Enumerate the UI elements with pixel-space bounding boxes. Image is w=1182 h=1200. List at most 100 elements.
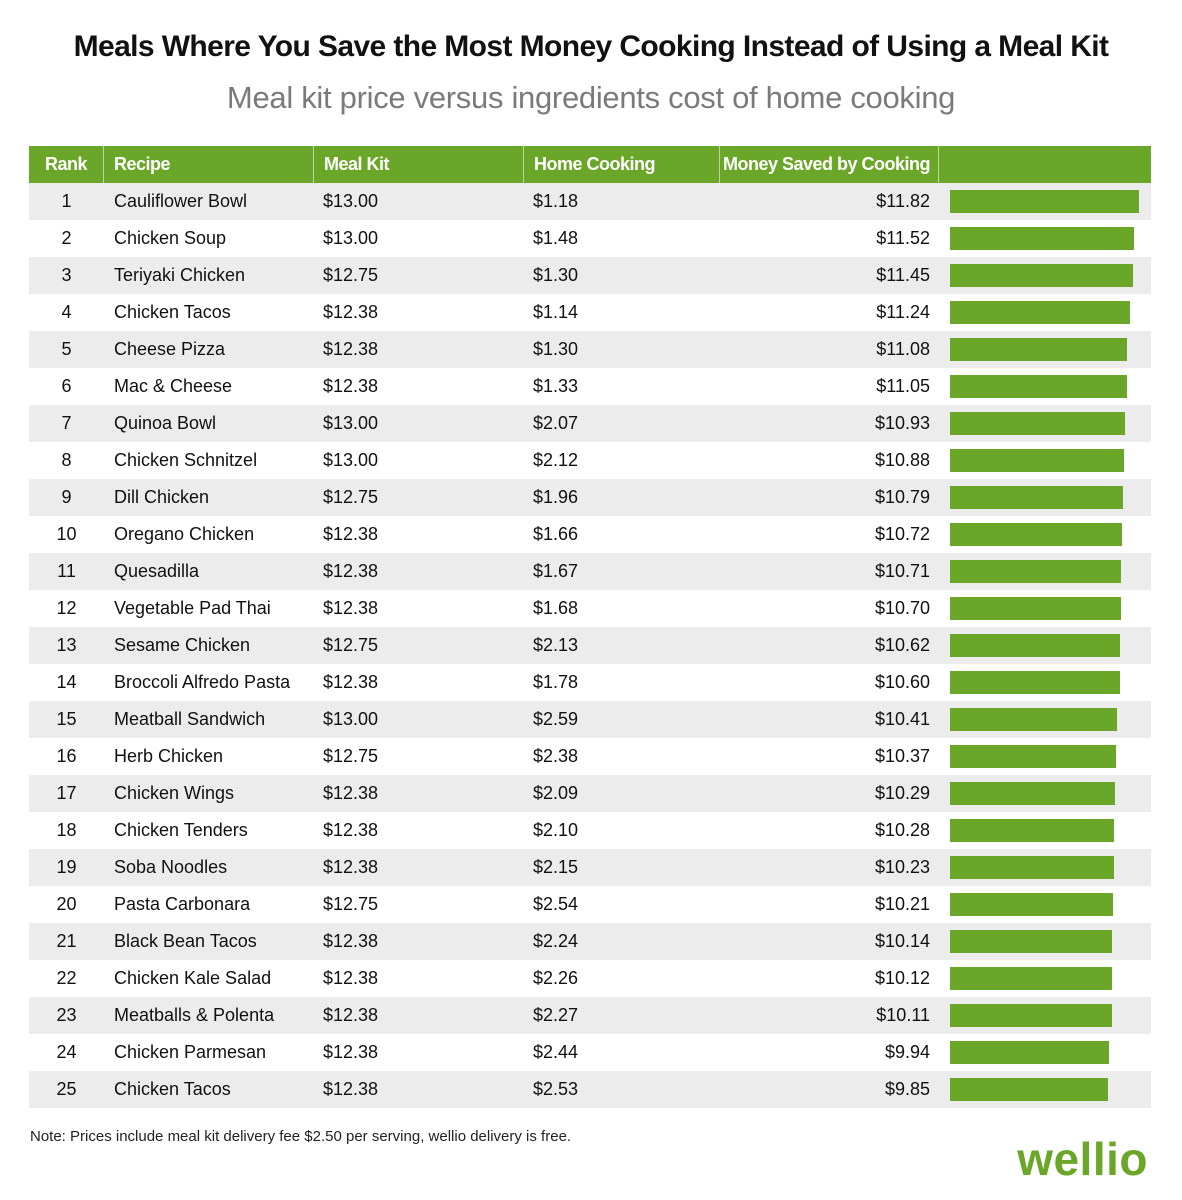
rank-cell: 3 [61, 265, 72, 285]
bar-cell [939, 183, 1151, 220]
recipe-cell: Chicken Wings [114, 783, 235, 803]
meal-kit-price-cell: $12.38 [323, 598, 379, 618]
savings-bar [950, 264, 1134, 287]
recipe-cell: Cheese Pizza [114, 339, 226, 359]
money-saved-cell: $9.94 [884, 1042, 930, 1062]
table-row: 16 Herb Chicken $12.75 $2.38 $10.37 [29, 738, 1151, 775]
rank-cell: 10 [56, 524, 77, 544]
bar-cell [939, 553, 1151, 590]
table-row: 5 Cheese Pizza $12.38 $1.30 $11.08 [29, 331, 1151, 368]
recipe-cell: Soba Noodles [114, 857, 228, 877]
savings-bar [950, 708, 1117, 731]
recipe-cell: Broccoli Alfredo Pasta [114, 672, 291, 692]
table-body: 1 Cauliflower Bowl $13.00 $1.18 $11.82 2 Chick… [29, 183, 1151, 1108]
savings-bar [950, 560, 1122, 583]
money-saved-cell: $10.29 [874, 783, 930, 803]
bar-cell [939, 664, 1151, 701]
recipe-cell: Chicken Tenders [114, 820, 248, 840]
column-header-rank: Rank [29, 146, 104, 183]
recipe-cell: Oregano Chicken [114, 524, 255, 544]
rank-cell: 15 [56, 709, 77, 729]
rank-cell: 20 [56, 894, 77, 914]
table-row: 25 Chicken Tacos $12.38 $2.53 $9.85 [29, 1071, 1151, 1108]
savings-bar [950, 338, 1128, 361]
recipe-cell: Herb Chicken [114, 746, 224, 766]
savings-bar [950, 449, 1125, 472]
recipe-cell: Meatballs & Polenta [114, 1005, 275, 1025]
meal-kit-price-cell: $12.75 [323, 894, 379, 914]
table-row: 3 Teriyaki Chicken $12.75 $1.30 $11.45 [29, 257, 1151, 294]
home-cooking-cost-cell: $2.09 [533, 783, 579, 803]
table-row: 7 Quinoa Bowl $13.00 $2.07 $10.93 [29, 405, 1151, 442]
savings-bar [950, 893, 1114, 916]
meal-kit-price-cell: $12.38 [323, 968, 379, 988]
bar-cell [939, 627, 1151, 664]
meal-kit-price-cell: $12.38 [323, 1042, 379, 1062]
money-saved-cell: $10.72 [874, 524, 930, 544]
bar-cell [939, 442, 1151, 479]
rank-cell: 21 [56, 931, 77, 951]
home-cooking-cost-cell: $2.13 [533, 635, 579, 655]
table-row: 12 Vegetable Pad Thai $12.38 $1.68 $10.70 [29, 590, 1151, 627]
savings-bar [950, 1004, 1112, 1027]
rank-cell: 18 [56, 820, 77, 840]
rank-cell: 9 [61, 487, 72, 507]
column-header-money-saved: Money Saved by Cooking [720, 146, 939, 183]
home-cooking-cost-cell: $2.44 [533, 1042, 579, 1062]
money-saved-cell: $10.23 [874, 857, 930, 877]
home-cooking-cost-cell: $2.54 [533, 894, 579, 914]
home-cooking-cost-cell: $2.07 [533, 413, 579, 433]
savings-bar [950, 967, 1112, 990]
recipe-cell: Sesame Chicken [114, 635, 251, 655]
chart-subtitle: Meal kit price versus ingredients cost o… [226, 80, 956, 115]
rank-cell: 1 [61, 191, 72, 211]
bar-cell [939, 479, 1151, 516]
money-saved-cell: $11.82 [876, 191, 930, 211]
savings-bar [950, 856, 1114, 879]
savings-bar [950, 634, 1120, 657]
home-cooking-cost-cell: $1.78 [533, 672, 579, 692]
meal-kit-price-cell: $12.38 [323, 931, 379, 951]
bar-cell [939, 368, 1151, 405]
rank-cell: 25 [56, 1079, 77, 1099]
money-saved-cell: $10.79 [874, 487, 930, 507]
table-row: 17 Chicken Wings $12.38 $2.09 $10.29 [29, 775, 1151, 812]
table-row: 22 Chicken Kale Salad $12.38 $2.26 $10.12 [29, 960, 1151, 997]
recipe-cell: Mac & Cheese [114, 376, 233, 396]
savings-bar [950, 1041, 1110, 1064]
home-cooking-cost-cell: $2.15 [533, 857, 579, 877]
bar-cell [939, 220, 1151, 257]
home-cooking-cost-cell: $1.30 [533, 265, 579, 285]
meal-kit-price-cell: $12.38 [323, 524, 379, 544]
recipe-cell: Vegetable Pad Thai [114, 598, 271, 618]
recipe-cell: Cauliflower Bowl [114, 191, 248, 211]
meal-kit-price-cell: $12.38 [323, 302, 379, 322]
recipe-cell: Meatball Sandwich [114, 709, 266, 729]
meal-kit-price-cell: $12.75 [323, 487, 379, 507]
meal-kit-price-cell: $12.75 [323, 265, 379, 285]
meal-kit-price-cell: $13.00 [323, 191, 379, 211]
money-saved-cell: $11.24 [876, 302, 930, 322]
home-cooking-cost-cell: $2.10 [533, 820, 579, 840]
rank-cell: 8 [61, 450, 72, 470]
footnote: Note: Prices include meal kit delivery f… [30, 1128, 572, 1145]
table-row: 6 Mac & Cheese $12.38 $1.33 $11.05 [29, 368, 1151, 405]
chart-title: Meals Where You Save the Most Money Cook… [73, 30, 1109, 63]
home-cooking-cost-cell: $1.30 [533, 339, 579, 359]
recipe-cell: Chicken Tacos [114, 1079, 231, 1099]
rank-cell: 23 [56, 1005, 77, 1025]
bar-cell [939, 923, 1151, 960]
savings-table: Rank Recipe Meal Kit Home Cooking Money … [29, 146, 1151, 1108]
money-saved-cell: $10.70 [874, 598, 930, 618]
wellio-logo: wellio [1017, 1133, 1148, 1185]
money-saved-cell: $10.28 [874, 820, 930, 840]
recipe-cell: Chicken Tacos [114, 302, 231, 322]
money-saved-cell: $11.05 [876, 376, 930, 396]
home-cooking-cost-cell: $1.96 [533, 487, 579, 507]
recipe-cell: Chicken Parmesan [114, 1042, 267, 1062]
bar-cell [939, 257, 1151, 294]
recipe-cell: Quinoa Bowl [114, 413, 217, 433]
table-row: 21 Black Bean Tacos $12.38 $2.24 $10.14 [29, 923, 1151, 960]
savings-bar [950, 930, 1113, 953]
column-header-home-cooking: Home Cooking [524, 146, 720, 183]
